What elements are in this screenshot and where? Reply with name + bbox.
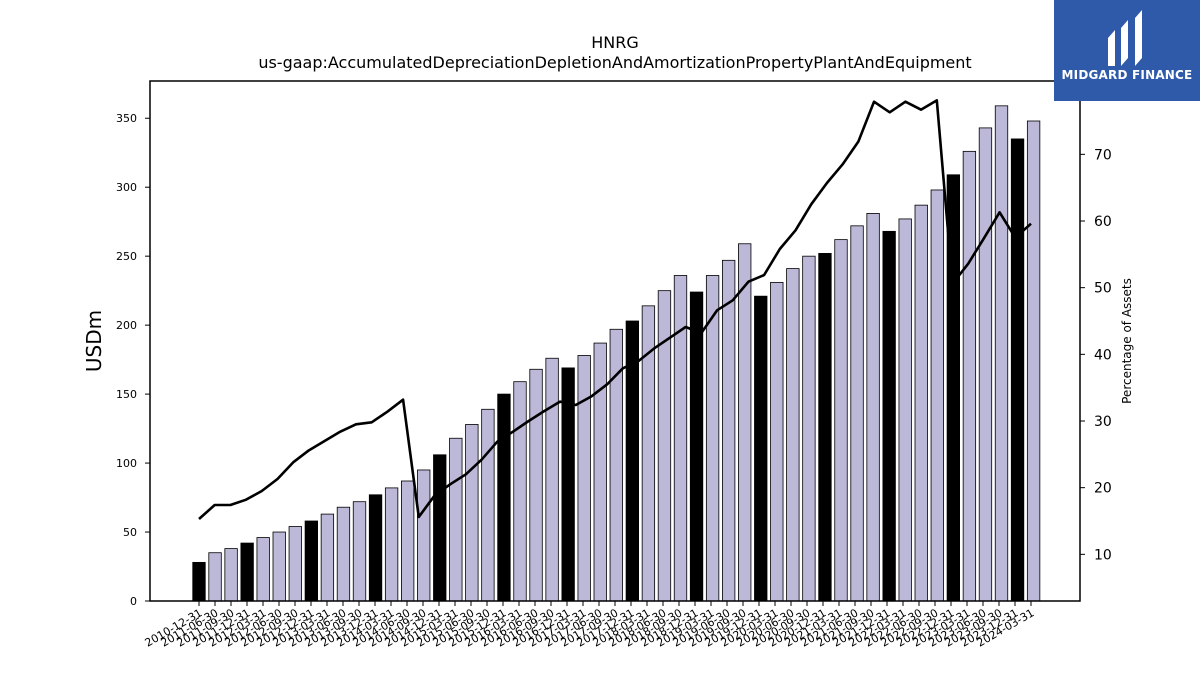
x-axis: 2010-12-312011-06-302011-09-302011-12-31… bbox=[143, 601, 1037, 650]
bar-8 bbox=[320, 513, 335, 602]
y2-tick-label-4: 50 bbox=[1094, 281, 1112, 297]
y-axis-label: USDm bbox=[82, 310, 106, 372]
y-axis-right: 10 20 30 40 50 60 70 bbox=[1080, 147, 1112, 563]
y2-tick-label-1: 20 bbox=[1094, 481, 1112, 497]
bar-39 bbox=[818, 253, 832, 602]
bar-17 bbox=[465, 424, 479, 602]
series-line-percentage bbox=[198, 99, 1032, 520]
y2-tick-label-0: 10 bbox=[1094, 547, 1112, 563]
bar-22 bbox=[545, 357, 559, 602]
bar-45 bbox=[914, 204, 928, 602]
y-tick-label-1: 50 bbox=[123, 526, 137, 539]
line-group bbox=[198, 99, 1032, 520]
y-tick-label-0: 0 bbox=[130, 595, 137, 608]
bar-44 bbox=[898, 218, 912, 602]
bar-13 bbox=[400, 480, 415, 602]
bar-40 bbox=[834, 239, 848, 602]
bars-group bbox=[192, 105, 1041, 602]
bar-48 bbox=[962, 150, 977, 602]
bar-9 bbox=[336, 506, 351, 602]
midgard-logo-icon bbox=[1108, 10, 1142, 66]
bar-43 bbox=[882, 230, 896, 602]
y-tick-label-5: 250 bbox=[116, 250, 137, 263]
bar-20 bbox=[513, 381, 527, 602]
bar-25 bbox=[593, 342, 607, 602]
bar-6 bbox=[288, 526, 302, 602]
bar-1 bbox=[208, 552, 222, 602]
bar-37 bbox=[786, 268, 800, 602]
y-tick-label-3: 150 bbox=[116, 388, 137, 401]
y-tick-label-2: 100 bbox=[116, 457, 137, 470]
bar-31 bbox=[689, 291, 704, 602]
bar-50 bbox=[994, 105, 1009, 602]
bar-33 bbox=[722, 259, 736, 602]
chart-title: HNRG bbox=[591, 33, 639, 52]
bar-15 bbox=[433, 454, 447, 602]
bar-0 bbox=[192, 561, 206, 602]
bar-11 bbox=[368, 494, 383, 602]
bar-30 bbox=[673, 275, 688, 602]
bar-46 bbox=[930, 189, 944, 602]
bar-34 bbox=[738, 243, 752, 602]
bar-51 bbox=[1010, 138, 1025, 602]
bar-5 bbox=[272, 531, 286, 602]
chart-subtitle: us-gaap:AccumulatedDepreciationDepletion… bbox=[258, 53, 971, 72]
bar-14 bbox=[417, 469, 431, 602]
bar-52 bbox=[1026, 120, 1041, 602]
bar-24 bbox=[577, 355, 591, 602]
bar-4 bbox=[256, 537, 270, 602]
bar-38 bbox=[802, 255, 816, 602]
bar-7 bbox=[304, 520, 319, 602]
bar-10 bbox=[352, 501, 367, 602]
y2-tick-label-3: 40 bbox=[1094, 347, 1112, 363]
bar-16 bbox=[449, 437, 463, 602]
bar-41 bbox=[850, 225, 864, 602]
y2-tick-label-6: 70 bbox=[1094, 147, 1112, 163]
y2-tick-label-5: 60 bbox=[1094, 214, 1112, 230]
bar-49 bbox=[978, 127, 993, 602]
y2-tick-label-2: 30 bbox=[1094, 414, 1112, 430]
brand-name: MIDGARD FINANCE bbox=[1061, 68, 1193, 82]
y-tick-label-6: 300 bbox=[116, 181, 137, 194]
brand-watermark: MIDGARD FINANCE bbox=[1054, 0, 1200, 101]
y-axis-left: 0 50 100 150 200 250 300 350 bbox=[116, 112, 150, 608]
bar-12 bbox=[384, 487, 399, 602]
y2-axis-label: Percentage of Assets bbox=[1120, 278, 1134, 404]
bar-36 bbox=[770, 281, 784, 602]
bar-21 bbox=[529, 368, 543, 602]
bar-18 bbox=[481, 408, 495, 602]
y-tick-label-7: 350 bbox=[116, 112, 137, 125]
bar-35 bbox=[754, 295, 768, 602]
y-tick-label-4: 200 bbox=[116, 319, 137, 332]
bar-2 bbox=[224, 548, 238, 602]
bar-19 bbox=[497, 393, 511, 602]
bar-42 bbox=[866, 213, 880, 602]
bar-3 bbox=[240, 542, 254, 602]
